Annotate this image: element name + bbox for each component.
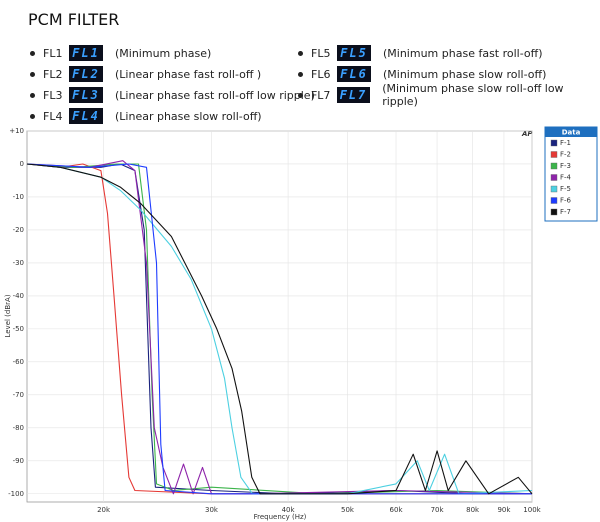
legend-label: F-3: [560, 162, 571, 170]
legend-swatch: [550, 162, 558, 170]
bullet: [30, 92, 35, 98]
filter-display: FL5: [337, 45, 371, 61]
filter-item: FL5 FL5 (Minimum phase fast roll-off): [298, 44, 543, 62]
y-tick-label: -90: [13, 457, 24, 465]
filter-display: FL7: [336, 87, 371, 103]
plot-area: [26, 130, 533, 503]
legend-swatch: [550, 208, 558, 216]
bullet: [298, 50, 303, 56]
filter-item: FL2 FL2 (Linear phase fast roll-off ): [30, 65, 261, 83]
bullet: [30, 113, 35, 119]
x-tick-label: 80k: [466, 506, 480, 514]
series-line: [26, 163, 533, 495]
bullet: [298, 92, 303, 98]
legend-swatch: [550, 174, 558, 181]
filter-description: (Minimum phase): [115, 46, 212, 60]
legend-box: [544, 126, 598, 222]
y-tick-label: -70: [13, 391, 24, 399]
legend-label: F-7: [560, 208, 571, 216]
legend-label: F-1: [560, 139, 571, 147]
filter-display: FL2: [69, 66, 103, 82]
filter-description: (Linear phase slow roll-off): [115, 109, 262, 123]
y-tick-label: -30: [13, 259, 24, 267]
legend-header: [545, 127, 597, 137]
legend-label: F-5: [560, 185, 571, 193]
y-tick-label: -80: [13, 424, 24, 432]
bullet: [298, 71, 303, 77]
legend-swatch: [550, 151, 558, 158]
filter-description: (Minimum phase fast roll-off): [383, 46, 543, 60]
y-tick-label: -60: [13, 358, 24, 366]
page-title: PCM FILTER: [28, 10, 120, 29]
filter-item: FL4 FL4 (Linear phase slow roll-off): [30, 107, 262, 125]
x-tick-label: 90k: [497, 506, 511, 514]
x-tick-label: 40k: [282, 506, 296, 514]
x-tick-label: 30k: [205, 506, 219, 514]
ap-logo: AP: [521, 130, 533, 138]
legend-label: F-2: [560, 151, 571, 159]
legend-title: Data: [562, 129, 581, 137]
filter-item: FL6 FL6 (Minimum phase slow roll-off): [298, 65, 546, 83]
legend-label: F-4: [560, 174, 572, 182]
y-tick-label: -100: [8, 490, 24, 498]
filter-display: FL3: [69, 87, 103, 103]
filter-display: FL1: [69, 45, 103, 61]
filter-label: FL6: [311, 67, 331, 81]
filter-label: FL5: [311, 46, 331, 60]
x-tick-label: 70k: [431, 506, 445, 514]
y-tick-label: -20: [13, 226, 24, 234]
filter-item: FL7 FL7 (Minimum phase slow roll-off low r…: [298, 82, 600, 108]
y-tick-label: 0: [20, 160, 24, 168]
y-tick-label: +10: [9, 127, 24, 135]
x-axis-label: Frequency (Hz): [254, 513, 307, 521]
bullet: [30, 50, 35, 56]
legend-swatch: [550, 139, 558, 147]
bullet: [30, 71, 35, 77]
filter-label: FL4: [43, 109, 63, 123]
y-axis-label: Level (dBrA): [4, 294, 12, 337]
filter-description: (Linear phase fast roll-off ): [115, 67, 262, 81]
x-tick-label: 100k: [523, 506, 541, 514]
filter-item: FL1 FL1 (Minimum phase): [30, 44, 211, 62]
y-tick-label: -40: [13, 292, 24, 300]
legend-swatch: [550, 185, 558, 193]
x-tick-label: 50k: [341, 506, 355, 514]
filter-display: FL4: [69, 108, 103, 124]
legend-label: F-6: [560, 197, 572, 205]
filter-item: FL3 FL3 (Linear phase fast roll-off low ri…: [30, 86, 315, 104]
legend-swatch: [550, 197, 558, 204]
filter-description: (Minimum phase slow roll-off low ripple): [382, 82, 564, 108]
filter-label: FL2: [43, 67, 63, 81]
x-tick-label: 60k: [390, 506, 404, 514]
x-tick-label: 20k: [97, 506, 111, 514]
filter-label: FL7: [310, 88, 331, 102]
filter-label: FL3: [43, 88, 63, 102]
y-tick-label: -50: [13, 325, 24, 333]
filter-label: FL1: [43, 46, 63, 60]
y-tick-label: -10: [13, 193, 24, 201]
series-line: [26, 163, 533, 495]
filter-display: FL6: [337, 66, 371, 82]
filter-description: (Minimum phase slow roll-off): [383, 67, 547, 81]
filter-description: (Linear phase fast roll-off low ripple): [115, 88, 315, 102]
